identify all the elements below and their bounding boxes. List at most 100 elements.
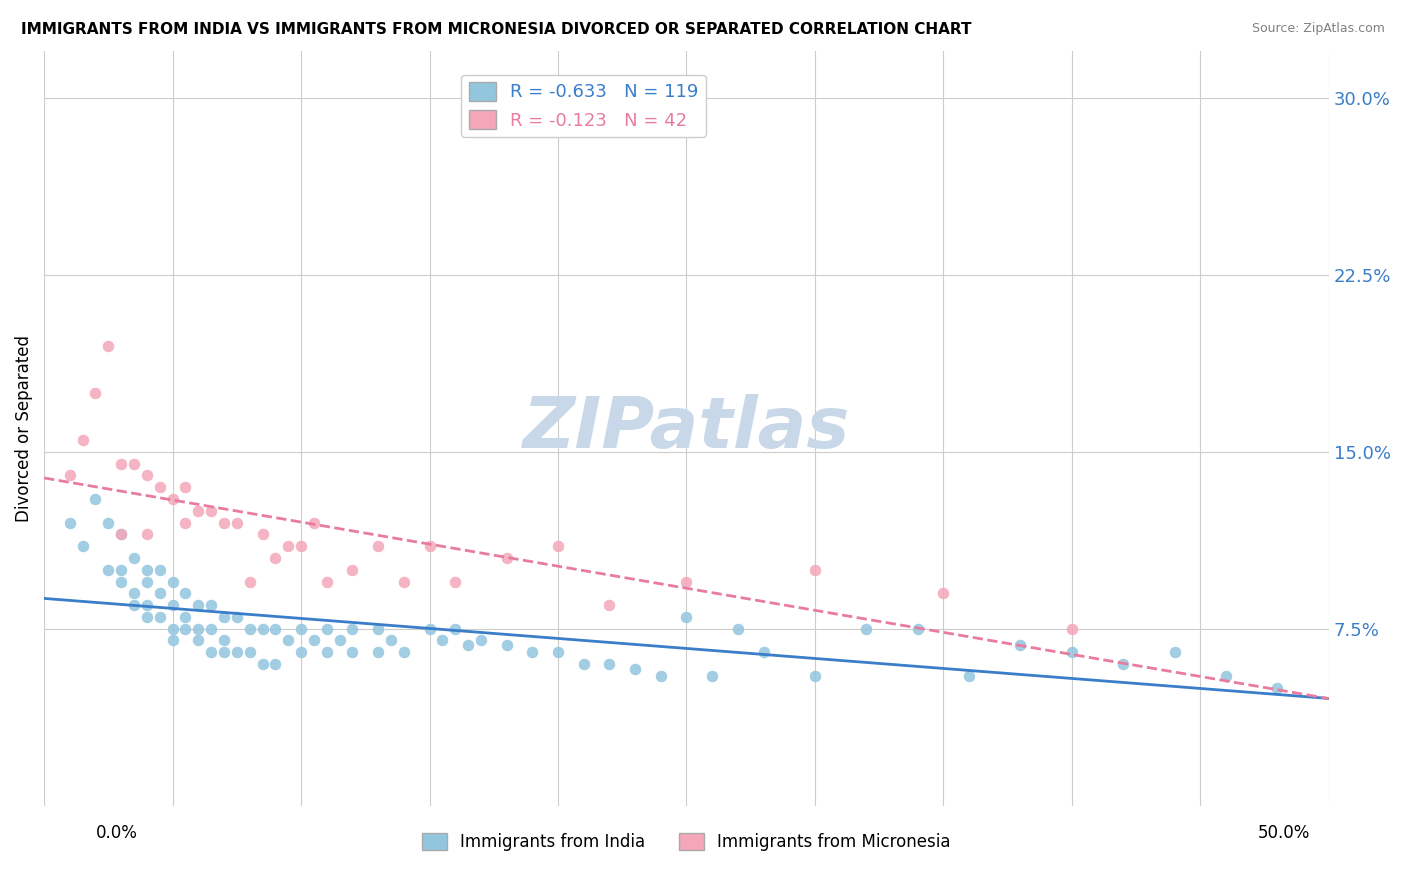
Point (200, 504, 222, 518)
Point (225, 610, 247, 624)
Point (932, 586, 955, 600)
Point (187, 622, 209, 636)
Point (97, 338, 120, 352)
Point (122, 598, 145, 612)
Point (290, 539, 312, 553)
Point (418, 622, 440, 636)
Point (547, 539, 569, 553)
Point (367, 622, 389, 636)
Point (855, 622, 877, 636)
Text: 0.0%: 0.0% (96, 824, 138, 842)
Point (444, 622, 467, 636)
Point (135, 610, 157, 624)
Point (290, 622, 312, 636)
Point (392, 574, 415, 589)
Point (225, 645, 247, 659)
Point (212, 516, 235, 530)
Point (72, 433, 94, 447)
Point (342, 645, 364, 659)
Point (290, 645, 312, 659)
Point (329, 633, 352, 648)
Point (342, 563, 364, 577)
Point (367, 539, 389, 553)
Point (212, 610, 235, 624)
Point (149, 586, 172, 600)
Text: IMMIGRANTS FROM INDIA VS IMMIGRANTS FROM MICRONESIA DIVORCED OR SEPARATED CORREL: IMMIGRANTS FROM INDIA VS IMMIGRANTS FROM… (21, 22, 972, 37)
Point (59, 468, 82, 483)
Point (315, 645, 337, 659)
Point (239, 622, 262, 636)
Point (135, 598, 157, 612)
Point (727, 622, 749, 636)
Point (59, 516, 82, 530)
Point (650, 669, 672, 683)
Point (457, 638, 479, 652)
Point (200, 645, 222, 659)
Point (675, 610, 697, 624)
Point (1267, 681, 1289, 695)
Point (418, 539, 440, 553)
Point (1060, 645, 1083, 659)
Point (1163, 645, 1185, 659)
Point (277, 633, 299, 648)
Point (149, 563, 172, 577)
Y-axis label: Divorced or Separated: Divorced or Separated (15, 334, 32, 522)
Point (162, 491, 184, 506)
Point (110, 563, 132, 577)
Point (444, 574, 467, 589)
Point (495, 550, 517, 565)
Point (174, 622, 197, 636)
Point (72, 539, 94, 553)
Point (84, 385, 107, 400)
Point (84, 491, 107, 506)
Point (135, 563, 157, 577)
Point (264, 622, 287, 636)
Point (547, 645, 569, 659)
Point (187, 598, 209, 612)
Point (174, 480, 197, 494)
Point (907, 622, 929, 636)
Point (174, 516, 197, 530)
Point (187, 633, 209, 648)
Point (752, 645, 775, 659)
Text: Source: ZipAtlas.com: Source: ZipAtlas.com (1251, 22, 1385, 36)
Point (122, 586, 145, 600)
Point (122, 550, 145, 565)
Point (252, 657, 274, 671)
Point (1060, 622, 1083, 636)
Point (149, 610, 172, 624)
Point (264, 550, 287, 565)
Point (252, 527, 274, 541)
Point (110, 457, 132, 471)
Point (315, 574, 337, 589)
Point (572, 657, 595, 671)
Point (110, 527, 132, 541)
Point (174, 586, 197, 600)
Point (174, 610, 197, 624)
Point (432, 633, 454, 648)
Point (122, 457, 145, 471)
Point (1215, 669, 1237, 683)
Point (225, 516, 247, 530)
Point (135, 574, 157, 589)
Point (212, 645, 235, 659)
Point (700, 669, 723, 683)
Point (598, 657, 620, 671)
Point (804, 669, 827, 683)
Point (187, 504, 209, 518)
Point (162, 598, 184, 612)
Legend: R = -0.633   N = 119, R = -0.123   N = 42: R = -0.633 N = 119, R = -0.123 N = 42 (461, 75, 706, 137)
Point (200, 622, 222, 636)
Point (302, 516, 325, 530)
Point (135, 527, 157, 541)
Point (1010, 638, 1032, 652)
Point (239, 645, 262, 659)
Point (135, 468, 157, 483)
Text: ZIPatlas: ZIPatlas (523, 393, 851, 463)
Point (97, 563, 120, 577)
Point (380, 633, 402, 648)
Point (1112, 657, 1135, 671)
Point (200, 598, 222, 612)
Point (342, 622, 364, 636)
Point (264, 657, 287, 671)
